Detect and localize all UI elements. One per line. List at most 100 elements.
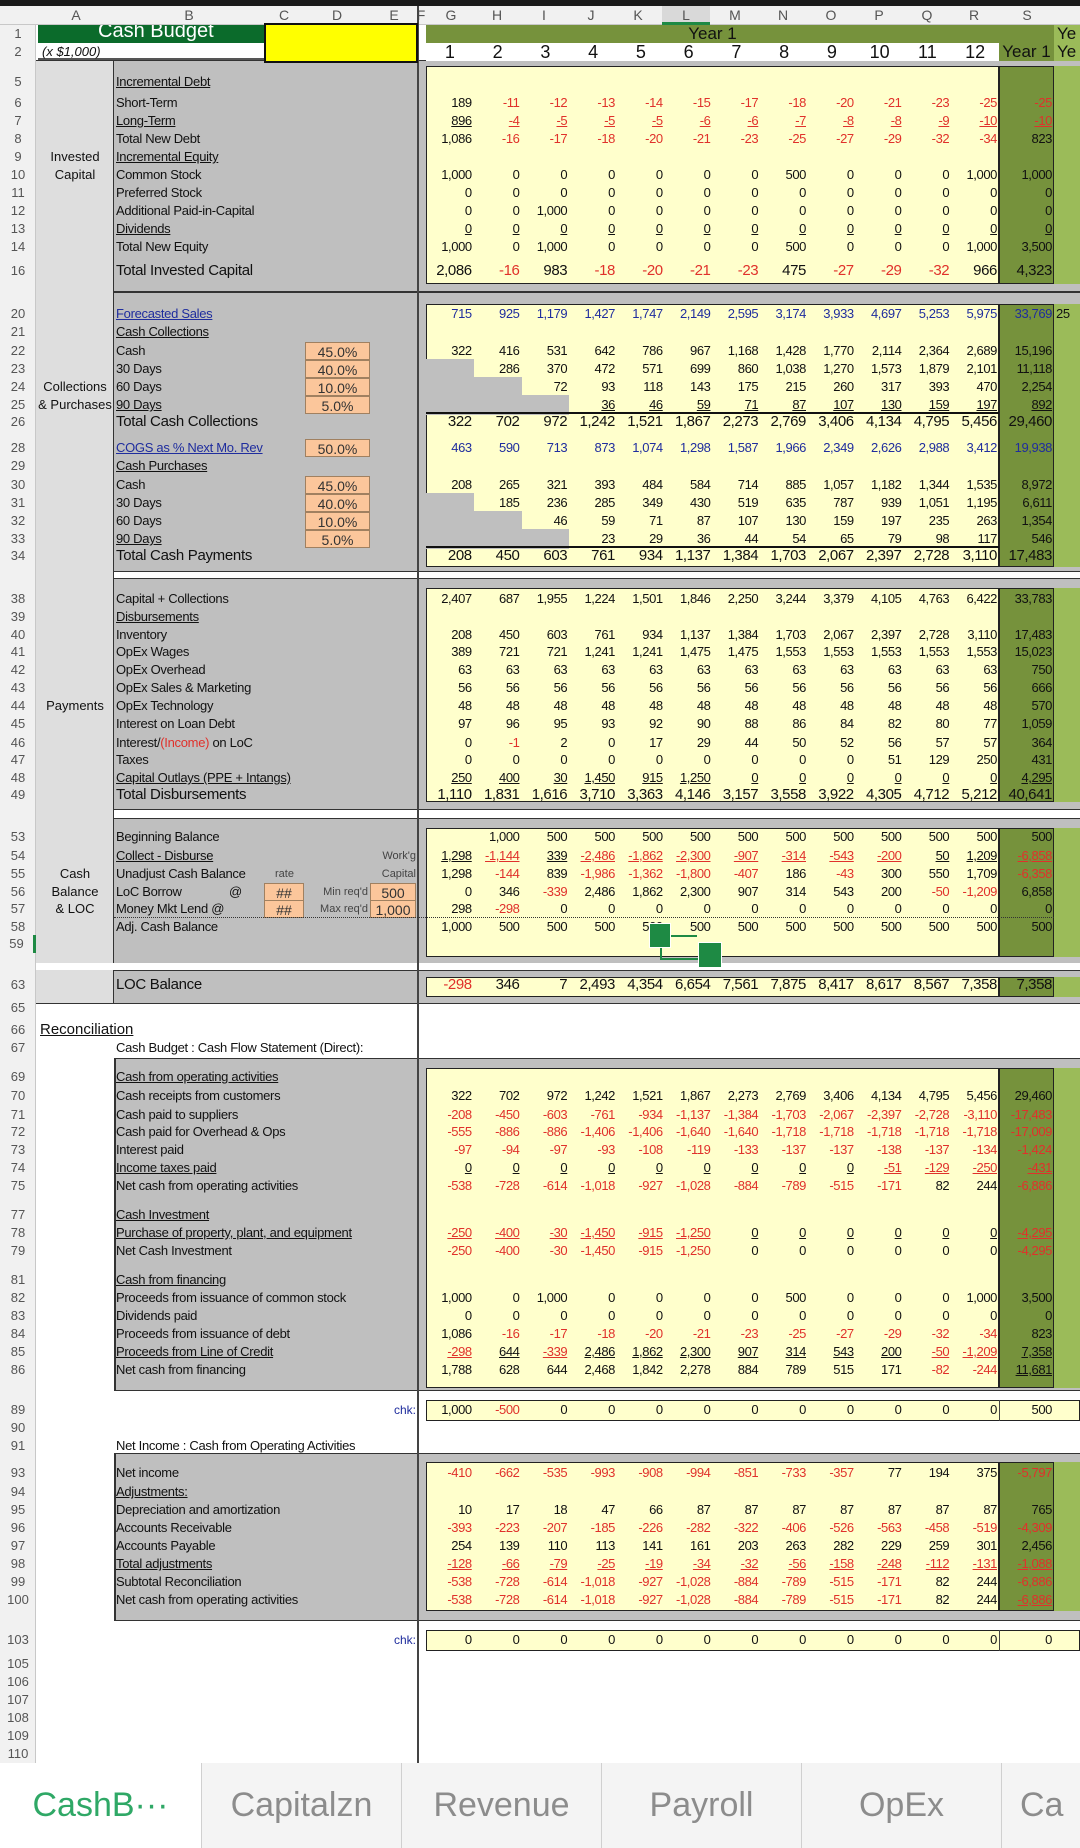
value-cell[interactable]: 0 <box>942 185 950 200</box>
year-total-cell[interactable]: 15,023 <box>1014 644 1053 659</box>
value-cell[interactable]: 0 <box>512 185 520 200</box>
year-total-cell[interactable]: 6,858 <box>1021 884 1052 899</box>
value-cell[interactable]: 2,486 <box>584 884 615 899</box>
value-cell[interactable]: 0 <box>560 1402 568 1417</box>
row-header-72[interactable]: 72 <box>10 1124 26 1139</box>
value-cell[interactable]: -1,250 <box>676 1243 711 1258</box>
value-cell[interactable]: 48 <box>601 698 615 713</box>
row-header-23[interactable]: 23 <box>10 361 26 376</box>
value-cell[interactable] <box>474 512 522 530</box>
value-cell[interactable]: -18 <box>597 131 615 146</box>
value-cell[interactable]: -1,640 <box>723 1124 759 1139</box>
value-cell[interactable]: -1,018 <box>580 1178 616 1193</box>
value-cell[interactable]: -789 <box>781 1592 807 1607</box>
value-cell[interactable]: 82 <box>935 1592 950 1607</box>
value-cell[interactable]: 500 <box>928 919 950 934</box>
value-cell[interactable]: 2,101 <box>966 361 997 376</box>
value-cell[interactable]: 46 <box>553 513 568 528</box>
value-cell[interactable]: 71 <box>744 397 759 412</box>
value-cell[interactable]: 84 <box>840 716 854 731</box>
value-cell[interactable]: 1,242 <box>579 413 615 430</box>
value-cell[interactable]: 7,875 <box>770 976 806 993</box>
row-header-41[interactable]: 41 <box>10 644 26 659</box>
value-cell[interactable]: 56 <box>840 680 854 695</box>
value-cell[interactable]: 983 <box>543 262 568 279</box>
row-header-91[interactable]: 91 <box>10 1438 26 1453</box>
value-cell[interactable]: 0 <box>512 1632 520 1647</box>
value-cell[interactable]: 130 <box>881 397 902 412</box>
value-cell[interactable]: 0 <box>894 239 902 254</box>
value-cell[interactable]: 0 <box>799 752 806 767</box>
value-cell[interactable]: 0 <box>799 901 806 916</box>
value-cell[interactable]: 87 <box>840 1502 854 1517</box>
value-cell[interactable]: 87 <box>744 1502 759 1517</box>
value-cell[interactable]: 1,298 <box>441 848 472 863</box>
value-cell[interactable]: -250 <box>972 1160 998 1175</box>
value-cell[interactable]: -2,728 <box>914 1107 950 1122</box>
value-cell[interactable]: 885 <box>785 477 807 492</box>
value-cell[interactable]: 644 <box>499 1344 520 1359</box>
row-label[interactable]: Cash <box>116 476 145 494</box>
value-cell[interactable]: 86 <box>792 716 806 731</box>
value-cell[interactable]: 789 <box>785 1362 807 1377</box>
row-header-34[interactable]: 34 <box>10 548 26 563</box>
value-cell[interactable]: 0 <box>655 203 663 218</box>
value-cell[interactable]: -137 <box>829 1142 854 1157</box>
value-cell[interactable]: 208 <box>451 627 472 642</box>
value-cell[interactable]: 2,086 <box>436 262 472 279</box>
row-header-107[interactable]: 107 <box>7 1692 29 1707</box>
value-cell[interactable]: -1,718 <box>819 1124 854 1139</box>
year-total-cell[interactable]: 0 <box>1045 1308 1052 1323</box>
value-cell[interactable]: 915 <box>642 770 663 785</box>
year-total-cell[interactable]: 666 <box>1031 680 1053 695</box>
row-label[interactable]: 60 Days <box>116 512 162 530</box>
row-label[interactable]: Cash <box>116 342 145 360</box>
value-cell[interactable]: 322 <box>451 343 472 358</box>
value-cell[interactable]: -34 <box>692 1556 711 1571</box>
value-cell[interactable]: -21 <box>690 262 711 279</box>
row-label[interactable]: Depreciation and amortization <box>116 1501 280 1519</box>
value-cell[interactable]: 687 <box>499 591 520 606</box>
value-cell[interactable]: 244 <box>976 1574 998 1589</box>
value-cell[interactable]: 972 <box>546 1088 568 1103</box>
value-cell[interactable]: 1,344 <box>918 477 950 492</box>
row-label[interactable]: Proceeds from Line of Credit <box>116 1343 273 1361</box>
value-cell[interactable]: 259 <box>928 1538 950 1553</box>
value-cell[interactable]: 48 <box>983 698 997 713</box>
value-cell[interactable]: -223 <box>495 1520 520 1535</box>
value-cell[interactable]: 500 <box>833 919 854 934</box>
value-cell[interactable]: -144 <box>495 866 520 881</box>
selection-handle-start[interactable] <box>649 923 671 948</box>
value-cell[interactable]: 484 <box>642 477 663 492</box>
value-cell[interactable]: 7 <box>559 976 568 993</box>
value-cell[interactable]: 0 <box>894 185 902 200</box>
value-cell[interactable]: 4,134 <box>865 413 902 430</box>
value-cell[interactable]: 0 <box>655 221 663 236</box>
value-cell[interactable]: 0 <box>751 1308 759 1323</box>
value-cell[interactable]: 107 <box>737 513 759 528</box>
row-label[interactable]: Accounts Receivable <box>116 1519 232 1537</box>
value-cell[interactable]: 47 <box>601 1502 615 1517</box>
value-cell[interactable]: 1,450 <box>584 770 615 785</box>
value-cell[interactable]: 77 <box>983 716 997 731</box>
row-label[interactable]: Total New Debt <box>116 130 200 148</box>
row-header-55[interactable]: 55 <box>10 866 26 881</box>
value-cell[interactable]: 5,456 <box>966 1088 997 1103</box>
value-cell[interactable]: -915 <box>638 1243 663 1258</box>
value-cell[interactable]: -519 <box>972 1520 998 1535</box>
value-cell[interactable]: 0 <box>464 752 472 767</box>
value-cell[interactable]: 1,086 <box>441 131 472 146</box>
next-year-cell[interactable]: 25 <box>1056 306 1070 321</box>
value-cell[interactable]: 57 <box>983 735 997 750</box>
value-cell[interactable]: 0 <box>464 1632 472 1647</box>
value-cell[interactable]: 186 <box>785 866 807 881</box>
value-cell[interactable]: 282 <box>833 1538 854 1553</box>
column-header-p[interactable]: P <box>874 7 884 23</box>
value-cell[interactable]: 0 <box>464 884 472 899</box>
value-cell[interactable]: -79 <box>549 1556 568 1571</box>
row-label[interactable]: Long-Term <box>116 112 176 130</box>
row-label[interactable]: Cash receipts from customers <box>116 1087 281 1105</box>
year-total-cell[interactable]: -25 <box>1034 95 1052 110</box>
value-cell[interactable]: 1,209 <box>966 848 997 863</box>
value-cell[interactable]: -8 <box>842 113 854 128</box>
